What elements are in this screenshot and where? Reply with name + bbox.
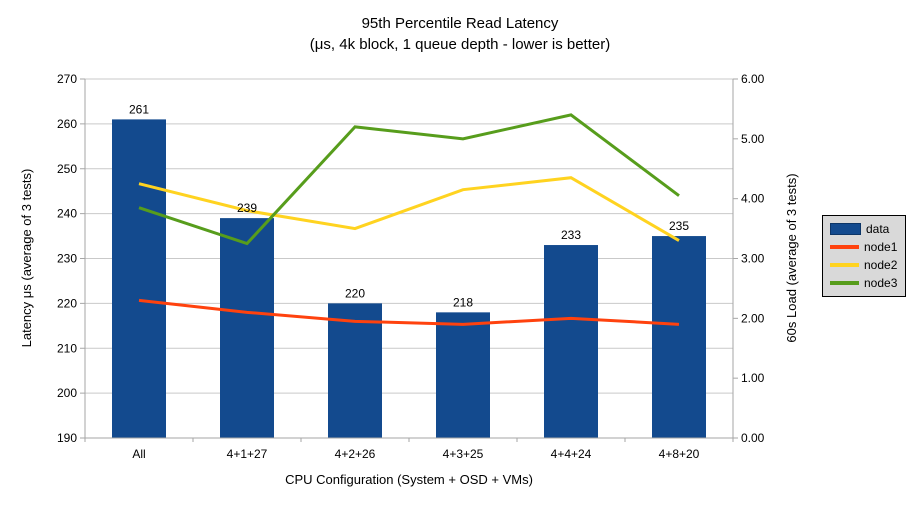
left-tick-label: 240 [57,207,77,221]
legend-entry-node1: node1 [830,239,905,255]
legend-entry-node3: node3 [830,275,905,291]
chart-title: 95th Percentile Read Latency [361,15,559,32]
legend-swatch-node2 [830,263,859,267]
right-tick-label: 4.00 [741,192,765,206]
series-line-node2 [138,176,680,242]
legend-swatch-node3 [830,281,859,285]
right-tick-label: 3.00 [741,252,765,266]
right-tick-label: 2.00 [741,311,765,325]
category-label: 4+4+24 [551,447,592,461]
left-tick-label: 250 [57,162,77,176]
bar-data-label: 261 [129,102,149,116]
legend-swatch-node1 [830,245,859,249]
category-label: 4+1+27 [227,447,268,461]
chart-subtitle: (μs, 4k block, 1 queue depth - lower is … [309,36,611,53]
category-label: All [132,447,145,461]
bar-data-label: 235 [669,219,689,233]
category-label: 4+2+26 [335,447,376,461]
bar [436,312,490,438]
bar-data-label: 220 [345,286,365,300]
bar [112,119,166,438]
left-tick-label: 220 [57,296,77,310]
bar-data-label: 218 [453,295,473,309]
legend-label: node2 [864,258,898,272]
left-tick-label: 230 [57,252,77,266]
right-tick-label: 5.00 [741,132,765,146]
bar-data-label: 239 [237,201,257,215]
legend: data node1 node2 node3 [822,215,906,297]
left-tick-label: 200 [57,386,77,400]
left-tick-label: 190 [57,431,77,445]
right-tick-label: 6.00 [741,72,765,86]
bar [544,245,598,438]
legend-entry-node2: node2 [830,257,905,273]
category-label: 4+8+20 [659,447,700,461]
legend-label: node1 [864,240,898,254]
left-tick-label: 210 [57,341,77,355]
bar [652,236,706,438]
right-tick-label: 0.00 [741,431,765,445]
x-axis-title: CPU Configuration (System + OSD + VMs) [285,472,533,487]
legend-entry-data: data [830,221,905,237]
series-line-node1 [138,298,680,326]
left-tick-label: 260 [57,117,77,131]
series-line-node3 [138,113,680,246]
category-label: 4+3+25 [443,447,484,461]
right-tick-label: 1.00 [741,371,765,385]
legend-swatch-data [830,223,861,235]
left-tick-label: 270 [57,72,77,86]
bar-data-label: 233 [561,228,581,242]
bar [328,303,382,438]
legend-label: node3 [864,276,898,290]
bar [220,218,274,438]
legend-label: data [866,222,890,236]
